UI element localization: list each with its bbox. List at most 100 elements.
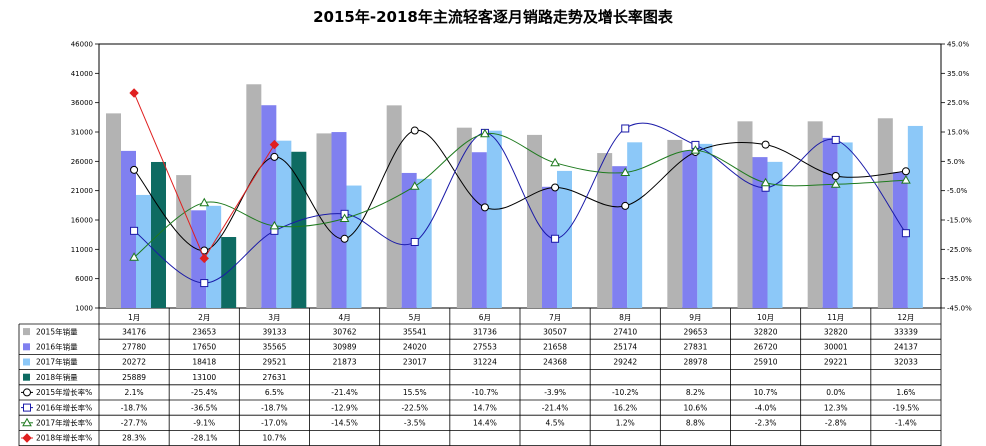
data-point — [410, 126, 419, 135]
table-cell: 30762 — [333, 327, 357, 336]
table-cell: 30989 — [333, 343, 357, 352]
table-cell: 17650 — [192, 343, 216, 352]
category-label: 7月 — [549, 313, 561, 322]
table-cell: 27831 — [683, 343, 707, 352]
right-axis-tick-label: -25.0% — [947, 246, 972, 254]
category-label: 8月 — [619, 313, 631, 322]
data-point — [901, 175, 911, 184]
table-cell: -22.5% — [401, 403, 428, 412]
table-cell: 21658 — [543, 343, 567, 352]
bar — [682, 150, 698, 308]
table-cell: 12.3% — [824, 403, 848, 412]
table-cell: 32820 — [824, 327, 848, 336]
table-cell: 26720 — [754, 343, 778, 352]
data-point — [130, 165, 139, 174]
table-cell: 31224 — [473, 358, 497, 367]
left-axis-tick-label: 36000 — [71, 99, 93, 107]
bar — [176, 175, 192, 308]
data-point — [830, 179, 841, 188]
table-cell: 30001 — [824, 343, 848, 352]
category-label: 4月 — [338, 313, 350, 322]
left-axis-tick-label: 1000 — [75, 305, 93, 313]
table-cell: 27780 — [122, 343, 146, 352]
data-point — [480, 128, 490, 138]
table-cell: 25910 — [754, 358, 778, 367]
data-point — [269, 220, 280, 230]
data-point — [690, 145, 701, 154]
table-cell: 18418 — [192, 358, 216, 367]
table-cell: 10.7% — [263, 434, 287, 443]
table-cell: 4.5% — [546, 419, 565, 428]
table-cell: 35541 — [403, 327, 427, 336]
bar — [221, 237, 237, 308]
legend-key-marker — [23, 403, 31, 412]
bar — [386, 105, 402, 308]
left-axis-tick-label: 31000 — [71, 129, 93, 137]
table-cell: -25.4% — [191, 388, 218, 397]
data-point — [409, 181, 420, 190]
bar — [767, 161, 783, 308]
bar — [627, 142, 643, 308]
bar — [527, 134, 542, 308]
table-cell: 20272 — [122, 358, 146, 367]
bar — [316, 133, 332, 308]
table-cell: 24137 — [894, 343, 918, 352]
bar — [877, 118, 893, 309]
table-cell: -12.9% — [331, 403, 358, 412]
bar — [737, 121, 753, 309]
table-cell: 10.7% — [754, 388, 778, 397]
data-point — [831, 135, 840, 144]
table-cell: 31736 — [473, 327, 497, 336]
table-cell: -18.7% — [121, 403, 148, 412]
data-point — [480, 203, 489, 212]
table-cell: -36.5% — [191, 403, 218, 412]
table-cell: 2.1% — [125, 388, 144, 397]
table-cell: -21.4% — [542, 403, 569, 412]
table-cell: 23653 — [192, 327, 216, 336]
data-point — [410, 238, 419, 246]
chart-title: 2015年-2018年主流轻客逐月销路走势及增长率图表 — [313, 8, 674, 26]
bar — [291, 151, 307, 308]
data-point — [130, 226, 139, 235]
table-cell: -28.1% — [191, 434, 218, 443]
right-axis-tick-label: 25.0% — [947, 99, 970, 107]
table-cell: -4.0% — [755, 403, 777, 412]
table-cell: 16.2% — [613, 403, 637, 412]
table-cell: 29221 — [824, 358, 848, 367]
plot-area: 46000 41000 36000 31000 26000 21000 16000 11000… — [71, 41, 972, 313]
category-label: 5月 — [409, 313, 421, 322]
bar — [597, 153, 613, 308]
bar — [612, 166, 628, 308]
table-cell: 30507 — [543, 327, 567, 336]
legend-key — [23, 343, 30, 351]
table-cell: -10.7% — [472, 388, 499, 397]
data-point — [199, 197, 210, 207]
right-axis-tick-label: 35.0% — [947, 70, 970, 78]
bar — [261, 105, 277, 309]
table-cell: 15.5% — [403, 388, 427, 397]
data-point — [339, 213, 350, 223]
table-cell: 1.2% — [616, 419, 635, 428]
table-cell: 24020 — [403, 343, 427, 352]
data-point — [831, 172, 840, 180]
series-name: 2017年增长率% — [36, 418, 92, 428]
data-table: 1月 2月 3月 4月 5月 6月 7月 8月 9月 10月 11月 12月 2015年销量 34176 2… — [18, 308, 942, 446]
data-point — [340, 234, 349, 243]
table-cell: 35565 — [262, 343, 286, 352]
bar — [486, 130, 502, 308]
table-cell: 14.7% — [473, 403, 497, 412]
bar — [667, 139, 683, 308]
category-label: 2月 — [198, 313, 210, 322]
table-cell: 29521 — [262, 358, 286, 367]
series-name: 2017年销量 — [36, 357, 78, 367]
bar — [346, 185, 362, 308]
data-point — [761, 140, 770, 149]
category-label: 6月 — [479, 313, 491, 322]
legend-key-marker — [22, 433, 32, 443]
table-cell: 0.0% — [826, 388, 845, 397]
right-axis-tick-label: -5.0% — [947, 187, 968, 195]
table-cell: 39133 — [262, 327, 286, 336]
table-cell: -21.4% — [331, 388, 358, 397]
right-axis-tick-label: 15.0% — [947, 129, 970, 137]
